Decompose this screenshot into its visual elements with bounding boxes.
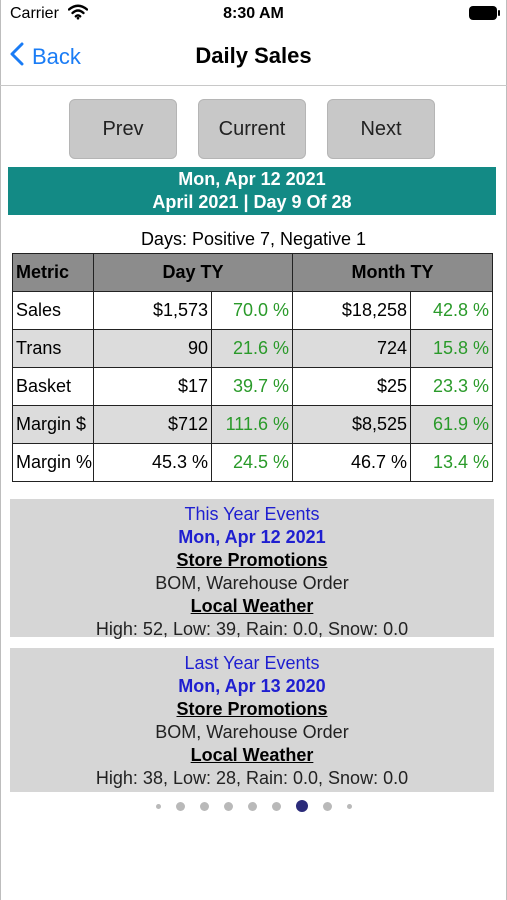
prev-button[interactable]: Prev	[69, 99, 177, 159]
promotions-text: BOM, Warehouse Order	[155, 573, 349, 593]
days-summary: Days: Positive 7, Negative 1	[140, 229, 367, 249]
status-bar: Carrier 8:30 AM	[0, 0, 507, 28]
metrics-table: Metric Day TY Month TY Sales $1,573 70.0…	[12, 253, 494, 482]
next-button[interactable]: Next	[327, 99, 435, 159]
month-value: $25	[292, 367, 411, 406]
banner-period: April 2021 | Day 9 Of 28	[152, 192, 352, 212]
month-percent: 42.8 %	[409, 291, 494, 330]
events-date: Mon, Apr 12 2021	[178, 527, 326, 547]
events-title: This Year Events	[184, 504, 320, 524]
metric-label: Basket	[12, 367, 94, 406]
page-title: Daily Sales	[195, 43, 312, 68]
page-dot[interactable]	[175, 801, 185, 811]
page-dot[interactable]	[322, 801, 332, 811]
navigation-bar: Back Daily Sales	[0, 28, 507, 86]
day-percent: 70.0 %	[211, 291, 293, 330]
table-header-row: Metric Day TY Month TY	[12, 253, 494, 292]
weather-text: High: 38, Low: 28, Rain: 0.0, Snow: 0.0	[95, 768, 409, 788]
this-year-events-panel: This Year Events Mon, Apr 12 2021 Store …	[10, 499, 494, 639]
back-button[interactable]: Back	[10, 42, 81, 72]
page-dot[interactable]	[346, 803, 352, 809]
page-dot[interactable]	[199, 801, 209, 811]
day-value: $17	[93, 367, 212, 406]
metric-label: Trans	[12, 329, 94, 368]
day-percent: 111.6 %	[211, 405, 293, 444]
month-percent: 23.3 %	[409, 367, 494, 406]
header-metric: Metric	[12, 253, 94, 292]
day-value: 90	[93, 329, 212, 368]
month-value: $8,525	[292, 405, 411, 444]
day-value: $1,573	[93, 291, 212, 330]
date-banner: Mon, Apr 12 2021 April 2021 | Day 9 Of 2…	[8, 167, 496, 215]
promotions-text: BOM, Warehouse Order	[155, 722, 349, 742]
metric-label: Sales	[12, 291, 94, 330]
back-label: Back	[32, 44, 81, 69]
battery-icon	[469, 6, 500, 20]
day-value: 45.3 %	[93, 443, 212, 482]
month-percent: 15.8 %	[409, 329, 494, 368]
page-dot[interactable]	[271, 801, 281, 811]
weather-heading: Local Weather	[190, 596, 314, 616]
promotions-heading: Store Promotions	[176, 550, 328, 570]
month-percent: 61.9 %	[409, 405, 494, 444]
table-row: Trans 90 21.6 % 724 15.8 %	[12, 329, 494, 368]
table-row: Sales $1,573 70.0 % $18,258 42.8 %	[12, 291, 494, 330]
metric-label: Margin $	[12, 405, 94, 444]
table-row: Margin % 45.3 % 24.5 % 46.7 % 13.4 %	[12, 443, 494, 482]
header-month-ty: Month TY	[291, 253, 494, 292]
day-navigation-buttons: Prev Current Next	[0, 99, 507, 159]
current-button[interactable]: Current	[198, 99, 306, 159]
day-percent: 24.5 %	[211, 443, 293, 482]
day-percent: 39.7 %	[211, 367, 293, 406]
page-dot[interactable]	[155, 803, 161, 809]
table-row: Basket $17 39.7 % $25 23.3 %	[12, 367, 494, 406]
clock: 8:30 AM	[223, 5, 284, 22]
weather-text: High: 52, Low: 39, Rain: 0.0, Snow: 0.0	[95, 619, 409, 639]
events-date: Mon, Apr 13 2020	[178, 676, 326, 696]
promotions-heading: Store Promotions	[176, 699, 328, 719]
chevron-left-icon	[10, 42, 32, 72]
month-percent: 13.4 %	[409, 443, 494, 482]
left-frame-edge	[0, 0, 1, 900]
page-indicator[interactable]	[0, 800, 507, 812]
wifi-icon	[67, 4, 89, 25]
page-dot-active[interactable]	[295, 800, 308, 812]
month-value: 724	[292, 329, 411, 368]
table-row: Margin $ $712 111.6 % $8,525 61.9 %	[12, 405, 494, 444]
banner-date: Mon, Apr 12 2021	[178, 169, 326, 189]
header-day-ty: Day TY	[93, 253, 293, 292]
day-percent: 21.6 %	[211, 329, 293, 368]
page-dot[interactable]	[223, 801, 233, 811]
day-value: $712	[93, 405, 212, 444]
carrier-label: Carrier	[10, 5, 59, 22]
month-value: 46.7 %	[292, 443, 411, 482]
weather-heading: Local Weather	[190, 745, 314, 765]
page-dot[interactable]	[247, 801, 257, 811]
events-title: Last Year Events	[184, 653, 320, 673]
last-year-events-panel: Last Year Events Mon, Apr 13 2020 Store …	[10, 648, 494, 792]
month-value: $18,258	[292, 291, 411, 330]
metric-label: Margin %	[12, 443, 94, 482]
